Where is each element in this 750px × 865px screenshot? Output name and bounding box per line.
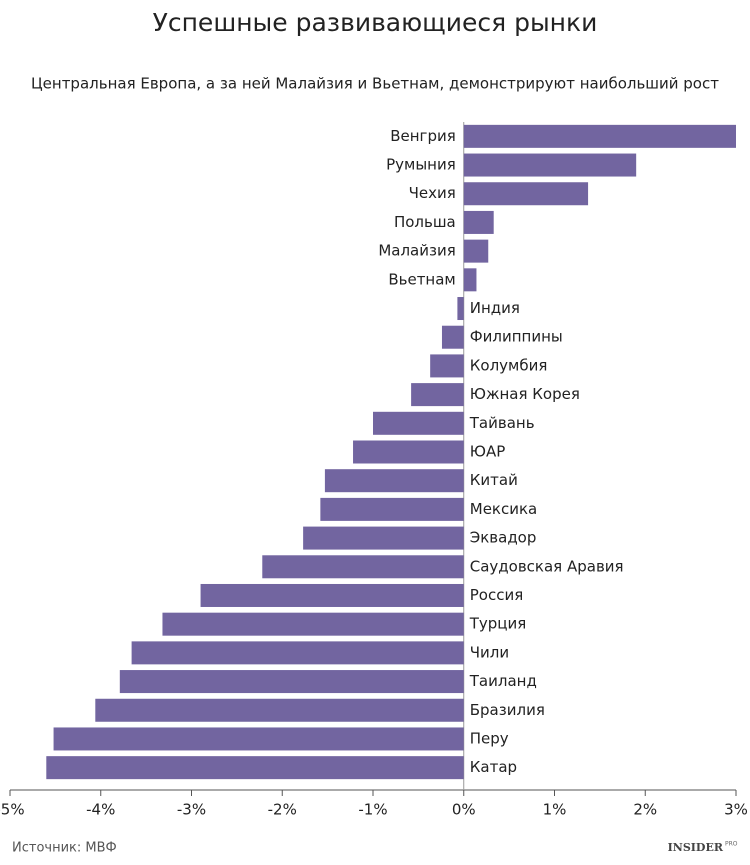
x-tick-label: -5%	[0, 801, 25, 819]
x-tick-label: -1%	[358, 801, 387, 819]
x-tick-label: -4%	[86, 801, 115, 819]
category-label: Венгрия	[390, 127, 456, 145]
category-label: Чехия	[409, 184, 456, 202]
bar	[303, 526, 464, 550]
category-label: Китай	[470, 471, 518, 489]
bar	[373, 411, 464, 435]
bar	[441, 325, 464, 349]
category-label: Вьетнам	[388, 270, 455, 288]
brand-suffix: PRO	[725, 841, 738, 848]
category-label: Филиппины	[470, 328, 563, 346]
category-label: Перу	[470, 729, 509, 747]
bar	[411, 383, 464, 407]
bar	[463, 239, 489, 263]
bar	[463, 153, 637, 177]
category-label: Эквадор	[470, 529, 537, 547]
x-tick-label: -2%	[268, 801, 297, 819]
bar	[46, 756, 464, 780]
bar	[200, 583, 464, 607]
category-label: Катар	[470, 758, 517, 776]
category-label: Малайзия	[378, 242, 455, 260]
bar	[463, 124, 736, 148]
category-label: Турция	[469, 615, 527, 633]
bar	[353, 440, 464, 464]
x-tick-label: 1%	[543, 801, 567, 819]
x-tick-label: -3%	[177, 801, 206, 819]
category-label: Бразилия	[470, 701, 545, 719]
category-label: Индия	[470, 299, 520, 317]
bar	[430, 354, 464, 378]
category-label: Мексика	[470, 500, 537, 518]
brand: INSIDER	[668, 841, 724, 854]
x-tick-label: 2%	[633, 801, 657, 819]
bar	[457, 297, 464, 321]
category-label: Польша	[394, 213, 456, 231]
bar	[131, 641, 464, 665]
bar	[324, 469, 464, 493]
category-label: Саудовская Аравия	[470, 557, 624, 575]
bar	[262, 555, 464, 579]
chart-subtitle: Центральная Европа, а за ней Малайзия и …	[31, 75, 719, 93]
bar	[53, 727, 464, 751]
bar	[320, 497, 464, 521]
category-label: Румыния	[386, 156, 456, 174]
bar	[95, 698, 464, 722]
category-label: Чили	[470, 643, 509, 661]
bar	[463, 182, 589, 206]
x-tick-label: 3%	[724, 801, 748, 819]
source: Источник: МВФ	[12, 841, 117, 856]
chart-title: Успешные развивающиеся рынки	[153, 8, 598, 37]
category-label: Колумбия	[470, 356, 548, 374]
category-label: Южная Корея	[470, 385, 580, 403]
category-label: Тайвань	[469, 414, 535, 432]
category-label: Таиланд	[469, 672, 537, 690]
bar	[463, 268, 477, 292]
bar	[119, 670, 464, 694]
x-tick-label: 0%	[452, 801, 476, 819]
bar	[162, 612, 464, 636]
category-label: ЮАР	[470, 443, 506, 461]
category-label: Россия	[470, 586, 524, 604]
bar	[463, 210, 494, 234]
